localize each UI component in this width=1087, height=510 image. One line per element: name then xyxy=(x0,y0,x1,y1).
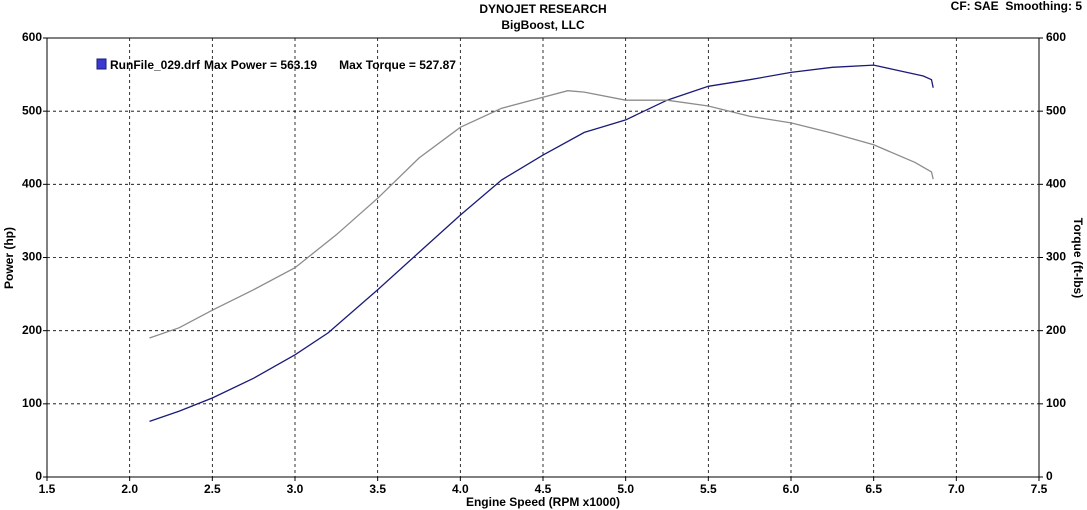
chart-subtitle: BigBoost, LLC xyxy=(501,18,585,32)
y-tick-label: 200 xyxy=(22,323,42,337)
legend-label: RunFile_029.drf xyxy=(110,58,201,72)
x-tick-label: 2.5 xyxy=(204,482,221,496)
y-tick-label: 100 xyxy=(22,396,42,410)
chart-title: DYNOJET RESEARCH xyxy=(479,2,606,16)
x-tick-label: 4.0 xyxy=(452,482,469,496)
x-axis-label: Engine Speed (RPM x1000) xyxy=(466,495,620,509)
series-line xyxy=(149,64,934,423)
y-axis-label: Power (hp) xyxy=(2,227,16,289)
annotation: Max Power = 563.19 xyxy=(204,58,317,72)
x-tick-label: 7.5 xyxy=(1031,482,1048,496)
y-tick-label: 300 xyxy=(22,250,42,264)
y2-tick-label: 200 xyxy=(1046,323,1066,337)
y2-axis-label: Torque (ft-lbs) xyxy=(1071,218,1085,298)
legend-swatch xyxy=(96,58,107,70)
annotation: Max Torque = 527.87 xyxy=(339,58,456,72)
x-tick-label: 4.5 xyxy=(535,482,552,496)
x-tick-label: 5.5 xyxy=(700,482,717,496)
x-tick-label: 3.0 xyxy=(287,482,304,496)
settings-note: CF: SAE Smoothing: 5 xyxy=(951,0,1083,13)
y2-tick-label: 400 xyxy=(1046,177,1066,191)
x-tick-label: 7.0 xyxy=(948,482,965,496)
y-tick-label: 0 xyxy=(35,469,42,483)
y-tick-label: 400 xyxy=(22,177,42,191)
x-tick-label: 6.0 xyxy=(783,482,800,496)
x-tick-label: 2.0 xyxy=(121,482,138,496)
y2-tick-label: 500 xyxy=(1046,103,1066,117)
y2-tick-label: 600 xyxy=(1046,30,1066,44)
y-tick-label: 500 xyxy=(22,103,42,117)
y2-tick-label: 0 xyxy=(1046,469,1053,483)
x-tick-label: 1.5 xyxy=(39,482,56,496)
y2-tick-label: 100 xyxy=(1046,396,1066,410)
x-tick-label: 5.0 xyxy=(617,482,634,496)
x-tick-label: 6.5 xyxy=(865,482,882,496)
x-tick-label: 3.5 xyxy=(369,482,386,496)
series-line xyxy=(149,90,934,339)
y2-tick-label: 300 xyxy=(1046,250,1066,264)
y-tick-label: 600 xyxy=(22,30,42,44)
